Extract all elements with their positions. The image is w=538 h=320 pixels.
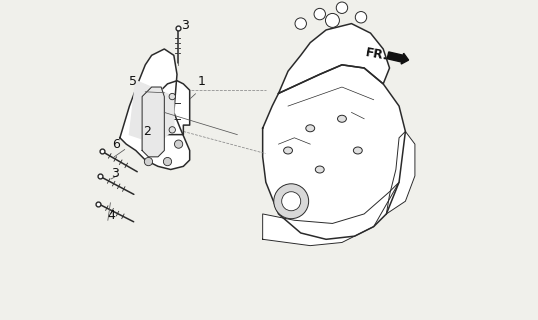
Text: 5: 5 — [129, 76, 137, 88]
Ellipse shape — [284, 147, 293, 154]
Text: 2: 2 — [143, 124, 151, 138]
Polygon shape — [130, 81, 174, 144]
Circle shape — [282, 192, 301, 211]
Polygon shape — [142, 87, 164, 157]
Circle shape — [169, 93, 175, 100]
Circle shape — [295, 18, 307, 29]
Ellipse shape — [315, 166, 324, 173]
Text: FR.: FR. — [364, 46, 389, 63]
Polygon shape — [263, 182, 399, 246]
Text: 3: 3 — [181, 19, 189, 32]
Text: 1: 1 — [197, 76, 206, 88]
Circle shape — [144, 157, 153, 166]
Circle shape — [164, 157, 172, 166]
Circle shape — [274, 184, 309, 219]
Ellipse shape — [306, 125, 315, 132]
Circle shape — [336, 2, 348, 13]
Polygon shape — [386, 132, 415, 214]
Circle shape — [169, 127, 175, 133]
Polygon shape — [279, 24, 390, 93]
Circle shape — [355, 12, 367, 23]
Ellipse shape — [337, 115, 346, 122]
Polygon shape — [120, 49, 190, 170]
Text: 4: 4 — [108, 209, 116, 222]
Circle shape — [314, 8, 325, 20]
Text: 3: 3 — [111, 167, 119, 180]
Polygon shape — [158, 81, 190, 135]
Ellipse shape — [353, 147, 362, 154]
Polygon shape — [263, 65, 406, 239]
Circle shape — [174, 140, 183, 148]
FancyArrow shape — [387, 52, 408, 64]
Circle shape — [325, 13, 339, 28]
Text: 6: 6 — [112, 138, 120, 151]
